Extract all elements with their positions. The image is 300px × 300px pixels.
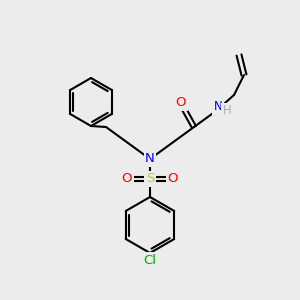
Text: Cl: Cl — [143, 254, 157, 266]
Text: O: O — [168, 172, 178, 185]
Text: O: O — [122, 172, 132, 185]
Text: O: O — [176, 97, 186, 110]
Text: N: N — [145, 152, 155, 166]
Text: N: N — [214, 100, 222, 113]
Text: S: S — [146, 172, 154, 185]
Text: H: H — [223, 104, 231, 118]
